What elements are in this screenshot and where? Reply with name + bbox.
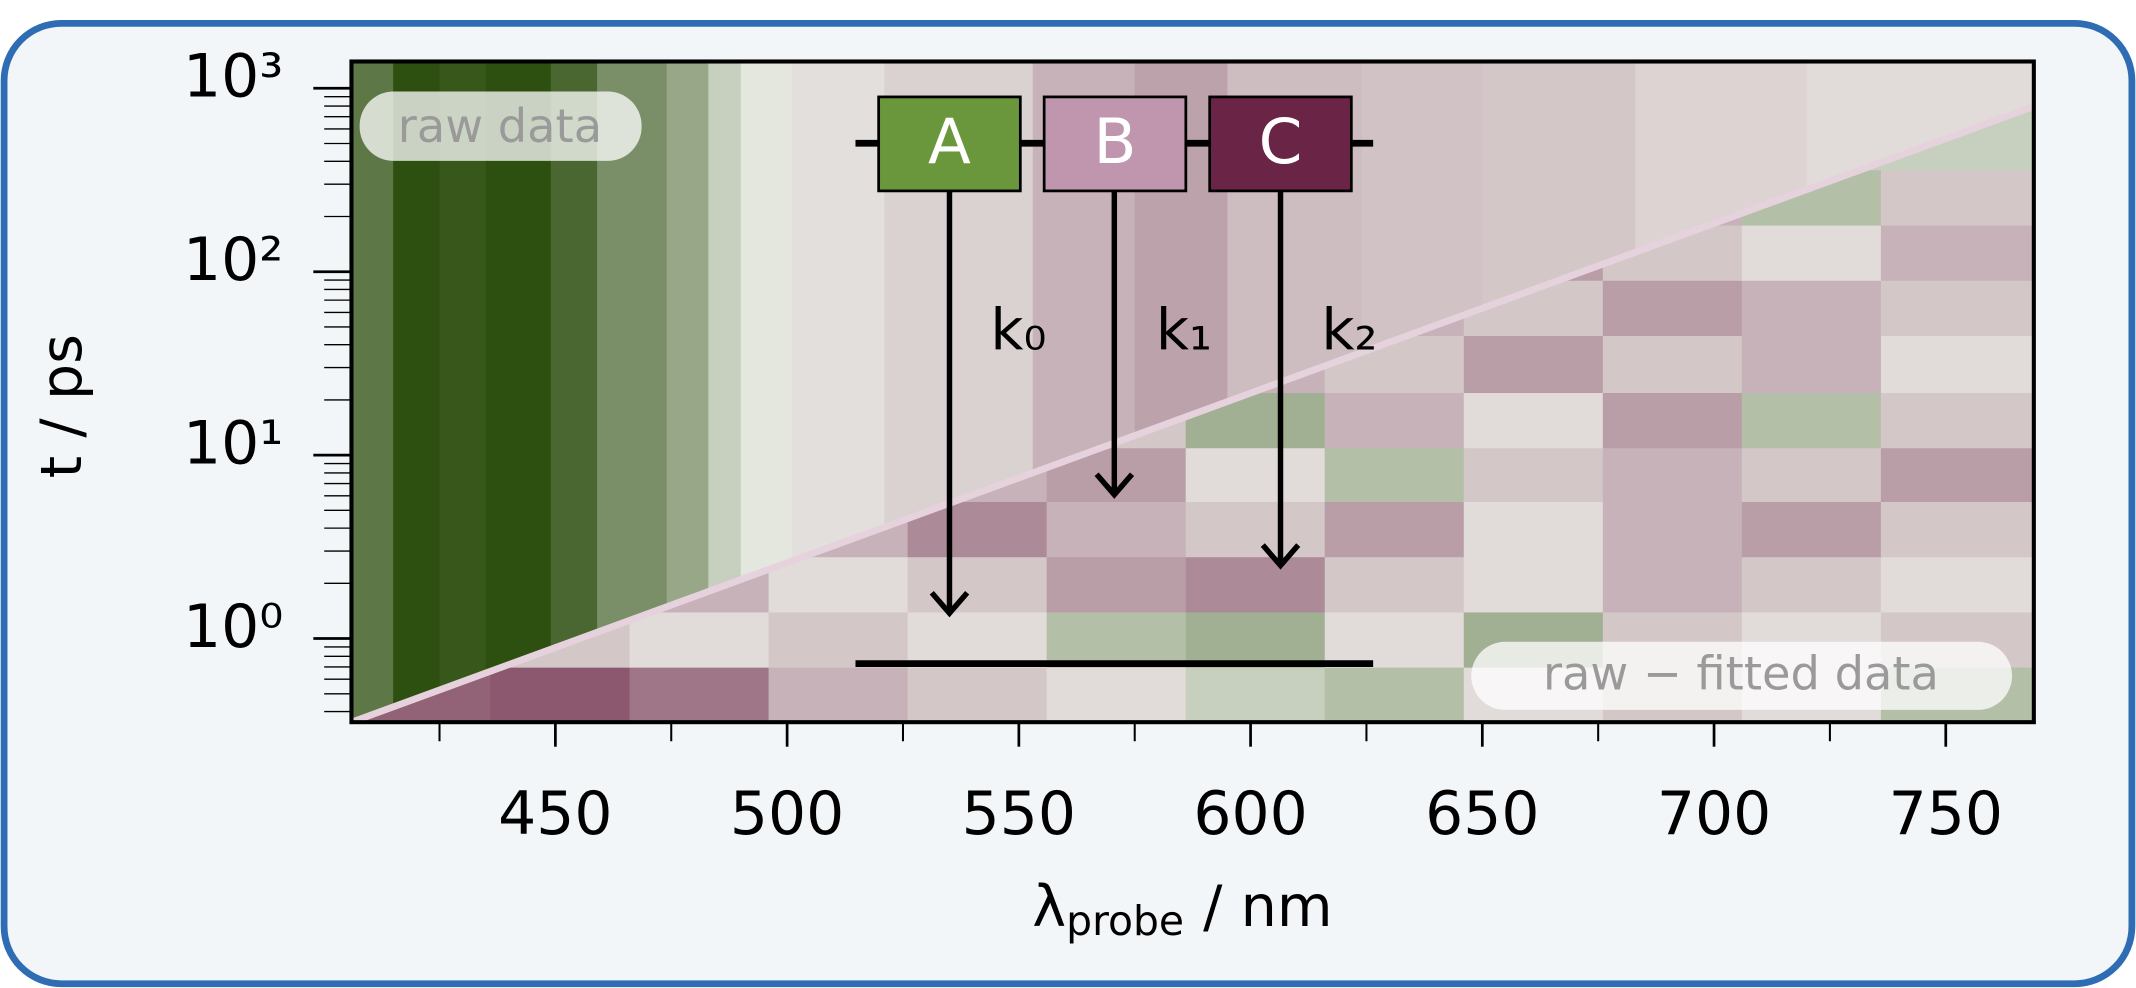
residual-cell — [1324, 556, 1465, 613]
y-axis-label: t / ps — [29, 334, 95, 478]
state-label: A — [928, 105, 971, 178]
residual-cell — [907, 611, 1048, 668]
kinetic-scheme: A B Ck₀ k₁ k₂ — [855, 95, 1377, 668]
x-label-subscript: probe — [1066, 897, 1184, 945]
residual-cell — [907, 556, 1048, 613]
residual-cell — [1185, 501, 1326, 558]
residual-cell — [1602, 501, 1743, 558]
residual-cell — [1324, 501, 1465, 558]
axes: 450 500 550 600 650 700 750 10⁰ 10¹ 10² 10³ — [183, 42, 2003, 849]
residual-cell — [1324, 447, 1465, 502]
residual-cell — [1185, 447, 1326, 502]
residual-cell — [768, 556, 909, 613]
residual-cell — [1880, 501, 2034, 558]
residual-cell — [629, 611, 770, 668]
rate-label: k₀ — [990, 298, 1046, 364]
residual-cell — [1880, 224, 2034, 281]
rate-label: k₂ — [1321, 298, 1377, 364]
residual-cell — [1185, 556, 1326, 613]
residual-cell — [1324, 666, 1465, 723]
raw-column — [485, 61, 552, 723]
residual-cell — [1324, 611, 1465, 668]
residual-cell — [1741, 501, 1882, 558]
state-box — [1208, 95, 1353, 193]
residual-cell — [1741, 392, 1882, 449]
residual-cell — [1463, 447, 1604, 502]
state-label: B — [1093, 105, 1136, 178]
raw-column — [439, 61, 487, 723]
residual-cell — [629, 666, 770, 723]
x-tick-label: 700 — [1657, 779, 1771, 849]
residual-cell — [1463, 556, 1604, 613]
y-tick-label: 10¹ — [183, 409, 283, 479]
residual-cell — [1185, 666, 1326, 723]
residual-cell — [1185, 611, 1326, 668]
residual-cell — [1741, 335, 1882, 394]
residual-cell — [1602, 556, 1743, 613]
residual-cell — [1602, 335, 1743, 394]
x-tick-label: 600 — [1193, 779, 1307, 849]
annotation-box — [1471, 641, 2013, 710]
residual-cell — [1602, 280, 1743, 336]
residual-cell — [1741, 280, 1882, 336]
arrow-head — [1094, 472, 1135, 499]
residual-cell — [907, 666, 1048, 723]
residual-cell — [1880, 280, 2034, 336]
residual-cell — [1880, 447, 2034, 502]
x-tick-label: 500 — [730, 779, 844, 849]
residual-cell — [1324, 392, 1465, 449]
residual-cell — [768, 666, 909, 723]
x-tick-label: 650 — [1425, 779, 1539, 849]
state-label: C — [1259, 105, 1303, 178]
rate-label: k₁ — [1156, 298, 1212, 364]
residual-cell — [1741, 556, 1882, 613]
residual-cell — [1602, 447, 1743, 502]
residual-cell — [1463, 501, 1604, 558]
residual-cell — [1463, 392, 1604, 449]
residual-cell — [768, 611, 909, 668]
state-box — [1042, 95, 1188, 193]
arrow-head — [1260, 543, 1301, 570]
residual-cell — [1046, 501, 1187, 558]
state-box — [877, 95, 1022, 193]
residual-cell — [1602, 392, 1743, 449]
y-tick-label: 10² — [183, 225, 283, 295]
residual-cell — [1741, 447, 1882, 502]
residual-cell — [1046, 666, 1187, 723]
y-tick-label: 10³ — [183, 42, 283, 112]
residual-cell — [1880, 169, 2034, 226]
arrow-head — [929, 590, 970, 618]
x-tick-label: 750 — [1889, 779, 2003, 849]
x-axis-label: λprobe / nm — [1032, 874, 1332, 945]
annotation: raw − fitted data — [1543, 647, 1939, 701]
residual-cell — [1046, 556, 1187, 613]
raw-column — [393, 61, 441, 723]
residual-cell — [1880, 556, 2034, 613]
raw-column — [550, 61, 598, 723]
x-label-symbol: λ — [1032, 874, 1066, 940]
divider — [351, 103, 2034, 723]
residual-cell — [1880, 335, 2034, 394]
plot-border — [349, 59, 2036, 725]
annotation: raw data — [398, 99, 602, 153]
residual-cell — [1741, 224, 1882, 281]
annotation-box — [359, 91, 642, 161]
x-tick-label: 450 — [498, 779, 612, 849]
residual-cell — [1880, 392, 2034, 449]
x-label-unit: / nm — [1203, 874, 1332, 940]
residual-cell — [1046, 611, 1187, 668]
raw-column — [351, 61, 394, 723]
y-tick-label: 10⁰ — [183, 592, 283, 662]
x-tick-label: 550 — [962, 779, 1076, 849]
residual-cell — [490, 666, 631, 723]
residual-cell — [1463, 335, 1604, 394]
